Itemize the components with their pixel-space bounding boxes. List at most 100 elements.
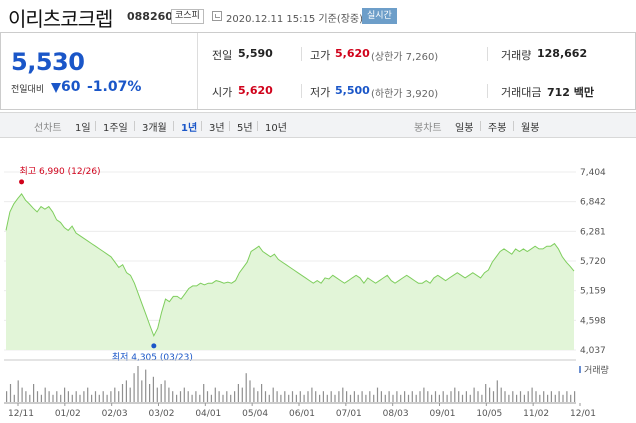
volume-bar	[554, 394, 556, 402]
x-tick-label: 08/03	[383, 409, 409, 419]
volume-bar	[179, 391, 182, 402]
volume-bar	[307, 391, 309, 402]
volume-bar	[303, 394, 305, 402]
volume-bar	[114, 387, 116, 402]
volume-bar	[311, 387, 313, 402]
price-chart[interactable]: 7,404 6,842 6,281 5,720 5,159 4,598 4,037 최고 6…	[0, 140, 636, 423]
volume-bar	[56, 391, 58, 402]
current-price: 5,530	[11, 48, 85, 76]
period-3y[interactable]: 3년	[209, 123, 225, 134]
stock-header: 이리츠코크렙 088260 코스피 2020.12.11 15:15 기준(장중…	[0, 0, 636, 32]
volume-bar	[434, 391, 437, 402]
volume-bar	[9, 384, 12, 402]
volume-bar	[6, 391, 8, 402]
low-label: 저가	[310, 86, 331, 99]
volume-bar	[299, 391, 301, 402]
volume-bar	[214, 387, 216, 402]
volume-bar	[342, 387, 344, 402]
period-1y[interactable]: 1년	[181, 123, 198, 134]
volume-bar	[102, 391, 104, 402]
volume-bar	[129, 387, 131, 402]
volume-bar	[25, 391, 27, 402]
volume-bar	[98, 394, 100, 402]
high-label: 고가	[310, 49, 331, 62]
price-line	[5, 193, 575, 338]
period-3m[interactable]: 3개월	[142, 123, 167, 134]
volume-bar	[512, 391, 514, 402]
volume-bar	[40, 394, 42, 402]
high-value: 5,620	[335, 47, 370, 60]
volume-bar	[504, 391, 506, 402]
y-tick-label: 5,720	[580, 257, 606, 267]
y-tick-label: 4,037	[580, 346, 606, 356]
period-1d[interactable]: 1일	[75, 123, 91, 134]
period-10y[interactable]: 10년	[265, 123, 287, 134]
volume-bar	[272, 387, 274, 402]
volume-bar	[60, 394, 62, 402]
volume-bar	[566, 391, 568, 402]
divider	[134, 121, 135, 131]
volume-bar	[44, 387, 46, 402]
volume-bar	[160, 384, 162, 402]
divider	[513, 121, 514, 131]
candle-weekly[interactable]: 주봉	[488, 123, 507, 134]
period-5y[interactable]: 5년	[237, 123, 253, 134]
volume-bar	[527, 391, 529, 402]
x-axis: 12/11 01/02 02/03 03/02 04/01 05/04 06/01 07/01…	[8, 403, 596, 419]
volume-bar	[446, 394, 448, 402]
max-marker	[19, 179, 25, 185]
volume-bar	[442, 391, 444, 402]
candle-daily[interactable]: 일봉	[455, 123, 474, 134]
candle-chart-label: 봉차트	[414, 123, 442, 134]
divider	[201, 121, 202, 131]
volume-bar	[334, 394, 336, 402]
x-tick-label: 11/02	[523, 409, 549, 419]
change-percent: -1.07%	[87, 79, 142, 95]
volume-bar	[392, 394, 394, 402]
divider	[480, 121, 481, 131]
volume-bar	[454, 387, 456, 402]
volume-bar	[291, 391, 294, 402]
volume-bar	[191, 394, 193, 402]
volume-bar	[164, 380, 166, 402]
prev-close-value: 5,590	[238, 47, 273, 60]
volume-bar	[36, 391, 39, 402]
volume-bar	[326, 394, 328, 402]
live-button[interactable]: 실시간	[362, 8, 397, 24]
divider	[173, 121, 174, 131]
trade-value: 712 백만	[547, 86, 595, 99]
volume-bar	[338, 391, 340, 402]
volume-bar	[230, 394, 232, 402]
volume-bar	[380, 391, 382, 402]
volume-bar	[280, 394, 282, 402]
volume-bar	[183, 387, 185, 402]
volume-bar	[91, 394, 93, 402]
candle-monthly[interactable]: 월봉	[521, 123, 540, 134]
volume-bar	[319, 394, 321, 402]
volume-bar	[226, 391, 228, 402]
volume-bar	[458, 391, 460, 402]
divider	[95, 121, 96, 131]
volume-bar	[500, 387, 502, 402]
volume-bar	[330, 391, 332, 402]
y-tick-label: 7,404	[580, 168, 606, 178]
x-tick-label: 09/01	[430, 409, 456, 419]
volume-bar	[110, 391, 112, 402]
volume-bar	[64, 387, 66, 402]
volume-bar	[369, 391, 371, 402]
period-1w[interactable]: 1주일	[103, 123, 128, 134]
volume-bar	[156, 387, 158, 402]
volume-bar	[29, 394, 31, 402]
x-tick-label: 12/01	[570, 409, 596, 419]
volume-bar	[79, 394, 81, 402]
volume-bar	[489, 387, 491, 402]
volume-bar	[492, 391, 495, 402]
volume-bar	[141, 380, 143, 402]
volume-bar	[400, 394, 402, 402]
volume-bar	[168, 387, 170, 402]
min-annotation: 최저 4,305 (03/23)	[112, 352, 193, 363]
volume-bar	[172, 391, 174, 402]
x-tick-label: 12/11	[8, 409, 34, 419]
volume-bar	[199, 394, 201, 402]
volume-bar	[210, 394, 212, 402]
